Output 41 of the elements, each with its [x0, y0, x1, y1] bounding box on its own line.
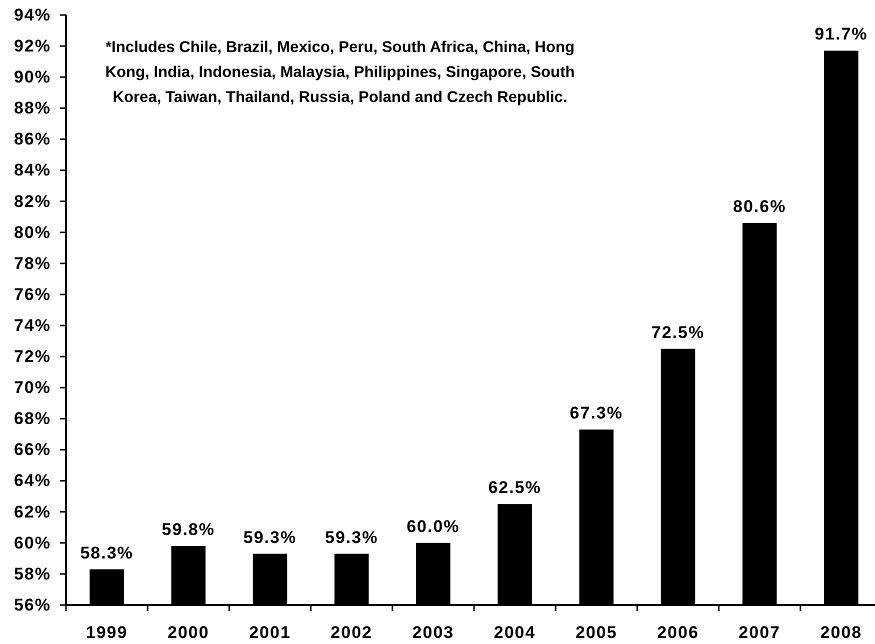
- annotation: *Includes Chile, Brazil, Mexico, Peru, South Africa, China, Hong Kong, India, Indonesia, Malaysia, Philippines, Singapore, South Korea, Taiwan, Thailand, Russia, Poland and Czech Republic.: [105, 39, 575, 106]
- data-label: 62.5%: [488, 478, 542, 498]
- y-tick-label: 60%: [14, 533, 51, 552]
- x-tick-label: 2002: [330, 623, 373, 642]
- y-tick-label: 66%: [14, 440, 51, 460]
- y-tick-label: 56%: [14, 595, 51, 614]
- x-tick-label: 2000: [167, 623, 210, 642]
- y-tick-label: 92%: [14, 36, 51, 56]
- y-tick-label: 64%: [14, 471, 51, 490]
- y-tick-label: 70%: [14, 378, 51, 398]
- y-tick-label: 76%: [14, 284, 51, 304]
- y-tick-label: 74%: [14, 316, 51, 335]
- y-tick-label: 80%: [14, 222, 51, 242]
- y-tick-label: 88%: [14, 98, 51, 118]
- x-tick-label: 2001: [249, 623, 291, 642]
- y-tick-label: 78%: [14, 254, 51, 273]
- x-tick-label: 2003: [412, 623, 454, 642]
- y-tick-label: 90%: [14, 68, 51, 87]
- y-tick-label: 58%: [14, 564, 51, 584]
- x-tick-label: 2004: [494, 623, 536, 642]
- data-label: 59.3%: [243, 528, 297, 547]
- y-tick-label: 86%: [14, 130, 51, 149]
- x-tick-label: 2007: [738, 623, 781, 642]
- data-label: 60.0%: [406, 516, 460, 536]
- data-label: 67.3%: [570, 404, 623, 423]
- x-tick-label: 1999: [86, 623, 128, 642]
- x-tick-label: 2005: [575, 623, 618, 642]
- y-tick-label: 82%: [14, 192, 51, 211]
- y-tick-label: 62%: [14, 502, 51, 522]
- y-tick-label: 84%: [14, 160, 51, 180]
- data-label: 72.5%: [651, 322, 705, 342]
- y-tick-label: 68%: [14, 409, 51, 428]
- data-label: 80.6%: [733, 197, 786, 216]
- data-label: 59.3%: [325, 528, 378, 547]
- x-tick-label: 2006: [657, 623, 699, 642]
- data-label: 59.8%: [162, 520, 215, 539]
- x-tick-label: 2008: [820, 623, 862, 642]
- y-tick-label: 72%: [14, 347, 51, 366]
- data-label: 58.3%: [80, 543, 134, 562]
- y-tick-label: 94%: [14, 5, 51, 24]
- data-label: 91.7%: [814, 24, 868, 44]
